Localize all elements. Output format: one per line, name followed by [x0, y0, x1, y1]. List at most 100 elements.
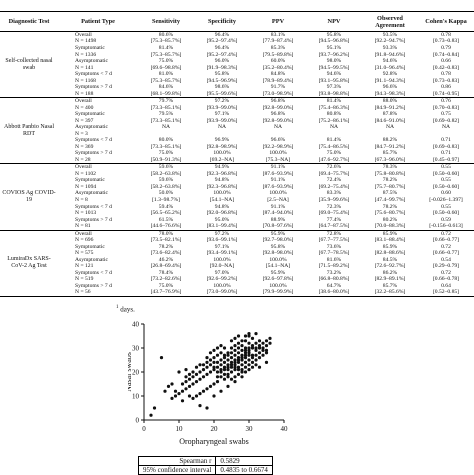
table-cell: [-0.026–1.397]: [429, 197, 463, 204]
data-point: [257, 344, 262, 348]
table-cell: [0.52–0.85]: [418, 289, 474, 297]
table-cell: 91.1%: [270, 203, 286, 210]
table-row: LumiraDx SARS-CoV-2 Ag Test Overall 78.0% 9…: [0, 229, 474, 297]
data-point: [198, 377, 202, 381]
table-row: N = 696 [73.5–82.1%] [93.6–99.1%] [92.7–98.…: [0, 237, 474, 244]
table-cell: 95.8%: [326, 32, 342, 38]
table-cell: 91.1%: [270, 177, 286, 184]
data-point: [180, 399, 185, 403]
table-cell: 97.2%: [194, 97, 250, 105]
data-point: [247, 351, 251, 355]
table-cell: [92.2–94.7%]: [374, 38, 406, 45]
data-point: [198, 363, 202, 367]
diagnostic-test-name: Abbott Panbio Nasal RDT: [0, 97, 58, 165]
data-point: [229, 363, 234, 367]
table-cell: [92.7–98.0%]: [262, 237, 294, 244]
data-point: [226, 353, 230, 357]
data-point: [226, 372, 230, 376]
table-cell: NA: [217, 124, 227, 131]
y-axis-label: Nasal swabs: [128, 352, 133, 392]
stat-label: Spearman r: [137, 456, 217, 466]
table-cell: 0.64: [441, 282, 451, 289]
data-point: [229, 356, 234, 360]
data-point: [229, 360, 234, 364]
patient-type-cell: Overall: [58, 229, 138, 237]
table-row: N = 8 [1.3–98.7%] [54.1–NA] [2.5–NA] [35.9–9…: [0, 197, 474, 204]
table-cell: 84.5%: [382, 256, 398, 263]
table-cell: 94.9%: [194, 163, 250, 171]
data-point: [191, 396, 195, 400]
patient-type-cell: Overall: [58, 163, 138, 171]
table-cell: 0.78: [441, 71, 451, 78]
table-cell: 98.0%: [326, 58, 342, 65]
data-point: [215, 360, 220, 364]
data-point: [212, 382, 216, 386]
table-cell: 100.0%: [213, 190, 231, 197]
patient-type-cell: Asymptomatic: [75, 124, 108, 131]
table-cell: [75.8–80.8%]: [374, 170, 406, 177]
table-cell: 0.55: [441, 177, 451, 184]
table-row: N = 141 [69.6–98.8%] [91.9–98.3%] [35.2–80.…: [0, 65, 474, 72]
table-cell: 50.0%: [158, 190, 174, 197]
table-cell: [91.1–94.3%]: [374, 77, 406, 84]
data-point: [208, 351, 213, 355]
table-cell: 81.0%: [158, 71, 174, 78]
plot-area: 0 10 20 30 40 0 10 20 30 40 Oropharyngeal swabs Nas…: [128, 321, 288, 447]
data-point: [247, 358, 251, 362]
patient-type-cell: N = 1094: [75, 183, 97, 190]
table-row: N = 1094 [58.2–63.8%] [92.3–96.8%] [87.6–93…: [0, 184, 474, 191]
table-cell: 78.2%: [158, 243, 174, 250]
table-cell: [79.9–99.9%]: [250, 289, 306, 297]
table-cell: [75.3–NA]: [265, 156, 291, 163]
table-cell: [75.6–80.7%]: [374, 210, 406, 217]
data-point: [236, 334, 241, 338]
patient-type-cell: Symptoms > 7 d: [75, 282, 112, 289]
data-point: [215, 370, 220, 374]
diagnostic-test-name: LumiraDx SARS-CoV-2 Ag Test: [0, 229, 58, 297]
column-header: Diagnostic Test: [8, 18, 50, 25]
data-point: [229, 346, 234, 350]
data-point: [226, 351, 230, 355]
table-cell: [75.3–85.7%]: [150, 77, 182, 84]
data-point: [184, 375, 188, 379]
table-cell: [72.6–92.7%]: [374, 263, 406, 270]
table-cell: [0.45–0.97]: [432, 156, 460, 163]
table-cell: 59.6%: [138, 163, 194, 171]
table-cell: [66.8–80.8%]: [318, 276, 350, 283]
data-point: [247, 353, 251, 357]
table-cell: 97.3%: [326, 84, 342, 91]
table-cell: 75.0%: [158, 150, 174, 157]
patient-type-cell: N = 1102: [75, 170, 96, 177]
table-cell: 80.6%: [158, 32, 174, 38]
column-header: Sensitivity: [152, 18, 180, 25]
data-point: [226, 363, 230, 367]
data-point: [233, 375, 237, 379]
data-point: [205, 365, 209, 369]
data-point: [236, 360, 241, 364]
data-point: [243, 339, 248, 343]
data-point: [194, 380, 199, 384]
table-cell: [92.0–NA]: [209, 263, 235, 270]
table-row: N = 1336 [75.3–85.7%] [95.2–97.4%] [79.5–89…: [0, 52, 474, 59]
data-point: [264, 360, 269, 364]
table-row: Symptomatic 59.6% 94.8% 91.1% 72.4% 78.2% 0.55: [0, 177, 474, 184]
table-cell: 0.76: [418, 97, 474, 105]
data-point: [247, 346, 251, 350]
table-cell: 100.0%: [213, 282, 231, 289]
patient-type-cell: Symptoms > 7 d: [75, 216, 112, 223]
diagnostic-test-name: Self-collected nasal swab: [0, 31, 58, 99]
table-cell: 72.6%: [306, 163, 362, 171]
table-cell: [54.1–NA]: [265, 263, 291, 270]
table-cell: 85.9%: [382, 243, 398, 250]
patient-type-cell: N = 519: [75, 276, 94, 283]
data-point: [173, 394, 178, 398]
data-point: [240, 370, 244, 374]
table-row: Symptoms > 7 d 75.0% 100.0% 100.0% 64.7% 85.7…: [0, 283, 474, 290]
data-point: [257, 356, 262, 360]
table-cell: [94.3–98.3%]: [374, 90, 406, 97]
data-point: [243, 334, 248, 338]
data-point: [208, 358, 213, 362]
table-row: N = 369 [73.3–85.1%] [92.8–98.9%] [92.2–98.…: [0, 144, 474, 151]
data-point: [222, 346, 227, 350]
table-cell: 95.1%: [326, 45, 342, 52]
